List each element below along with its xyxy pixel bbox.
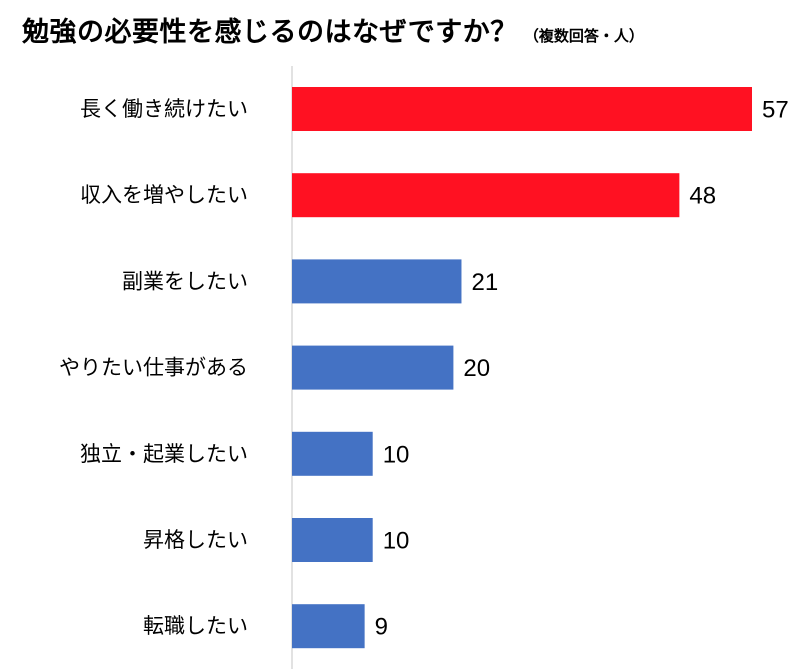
category-label-6: 転職したい	[143, 614, 248, 638]
value-label-1: 48	[689, 183, 716, 210]
bar-6	[292, 604, 365, 649]
category-label-0: 長く働き続けたい	[80, 97, 248, 121]
bar-5	[292, 518, 373, 562]
bar-4	[292, 431, 373, 476]
category-label-3: やりたい仕事がある	[59, 356, 248, 380]
category-label-4: 独立・起業したい	[80, 442, 248, 466]
bar-1	[292, 173, 680, 218]
bar-2	[292, 259, 462, 304]
bar-3	[292, 345, 454, 390]
chart-title-main: 勉強の必要性を感じるのはなぜですか？	[22, 17, 518, 48]
value-label-4: 10	[383, 441, 410, 468]
value-label-2: 21	[471, 269, 498, 296]
category-label-2: 副業をしたい	[122, 269, 248, 293]
value-label-5: 10	[383, 528, 410, 555]
category-label-5: 昇格したい	[143, 528, 248, 552]
value-label-3: 20	[463, 355, 490, 382]
category-label-1: 収入を増やしたい	[80, 183, 248, 207]
value-label-6: 9	[375, 614, 388, 641]
bars-group	[292, 87, 752, 649]
chart-subtitle: （複数回答・人）	[523, 27, 644, 45]
chart-title: 勉強の必要性を感じるのはなぜですか？ （複数回答・人）	[22, 10, 644, 49]
bar-0	[292, 87, 752, 131]
category-labels-group: 長く働き続けたい収入を増やしたい副業をしたいやりたい仕事がある独立・起業したい昇…	[59, 97, 248, 638]
value-label-0: 57	[762, 97, 789, 124]
value-labels-group: 57 48 21 20 10 10 9	[375, 97, 789, 641]
